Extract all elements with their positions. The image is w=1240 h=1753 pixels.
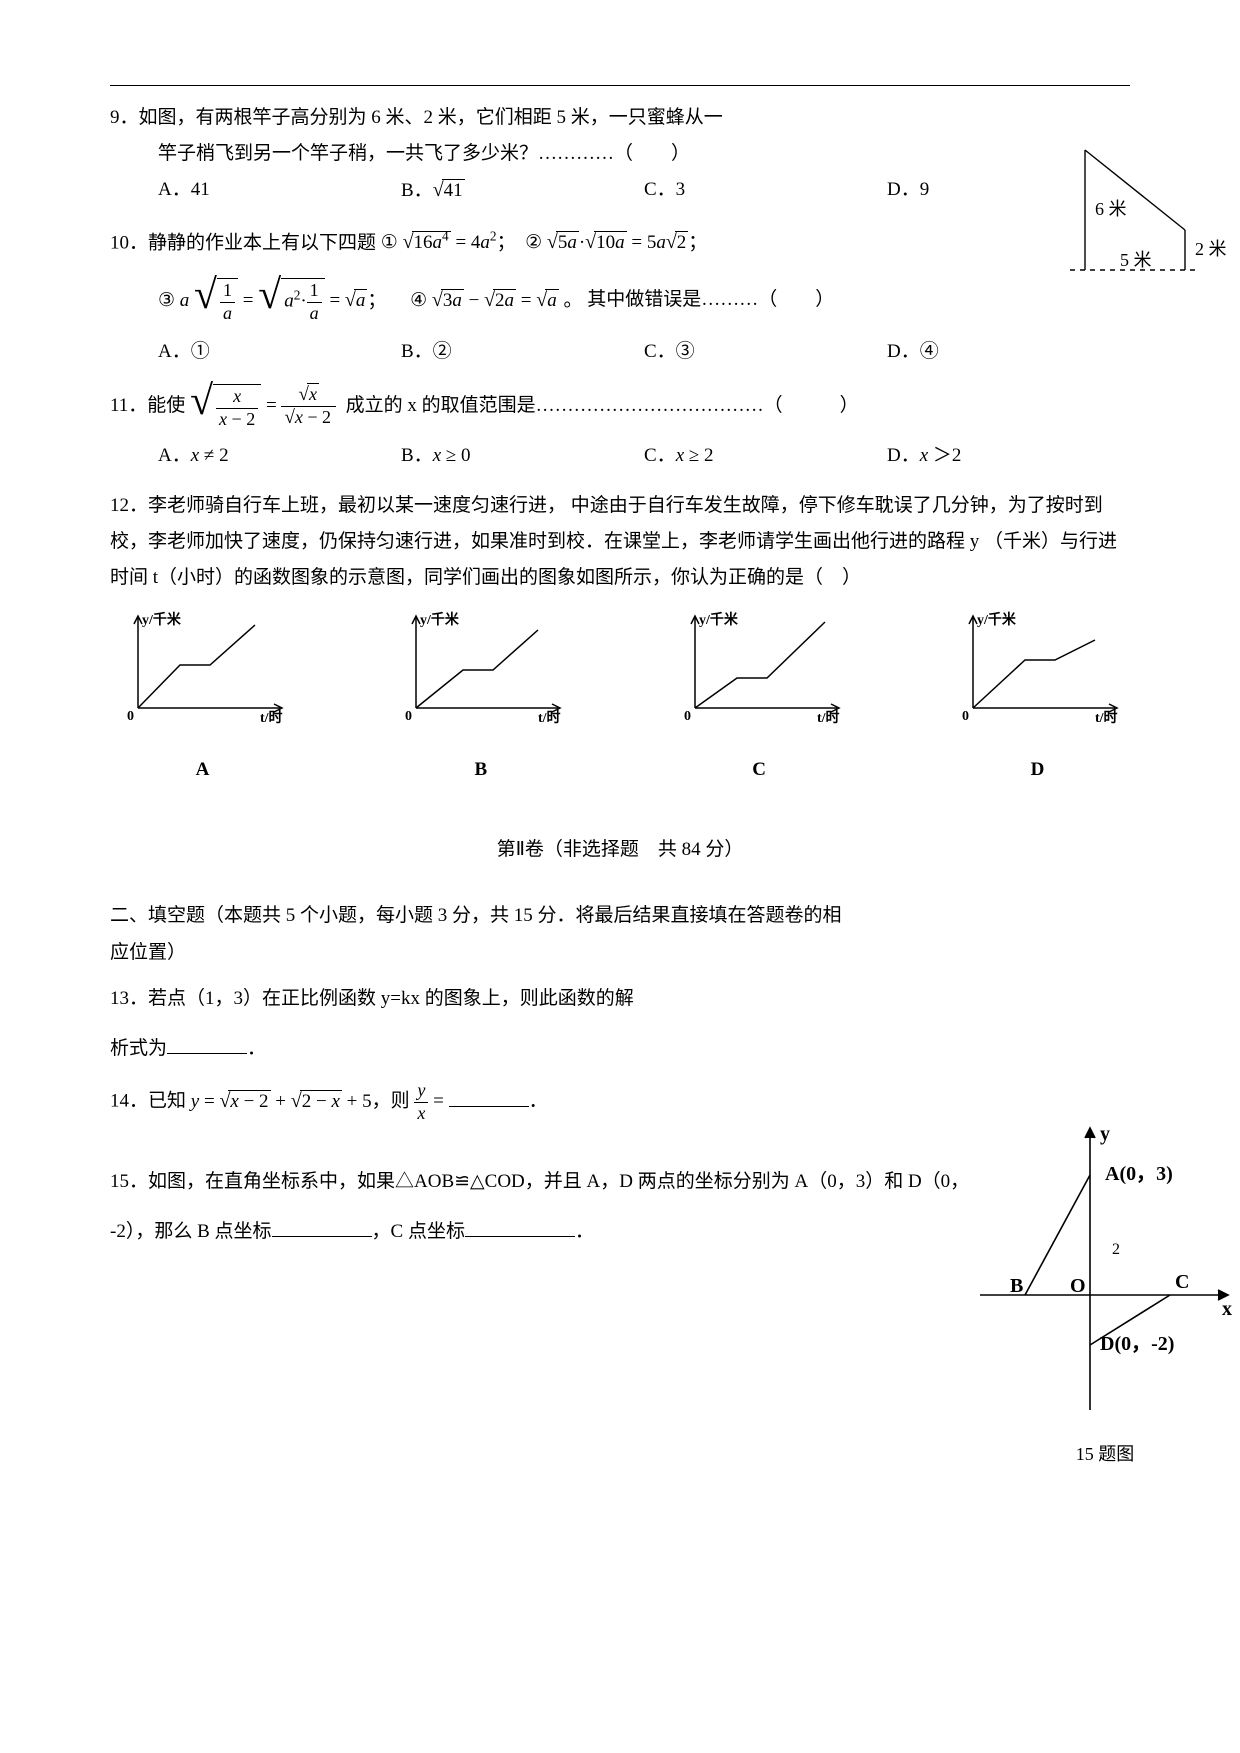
origin-label: 0 bbox=[962, 709, 969, 724]
pt-O: O bbox=[1070, 1275, 1086, 1297]
origin-label: 0 bbox=[684, 709, 691, 724]
q13-blank bbox=[167, 1035, 247, 1054]
q9-line2-wrap: 竿子梢飞到另一个竿子稍，一共飞了多少米？…………（ ） bbox=[110, 136, 1130, 172]
q15-blank-1 bbox=[272, 1218, 372, 1237]
origin-label: 0 bbox=[405, 709, 412, 724]
axis-x-label: t/时 bbox=[538, 709, 561, 726]
pt-B: B bbox=[1010, 1275, 1023, 1297]
q11-options: A．x ≠ 2 B．x ≥ 0 C．x ≥ 2 D．x ＞2 bbox=[110, 438, 1130, 474]
origin-label: 0 bbox=[127, 709, 134, 724]
axis-y-label: y/千米 bbox=[699, 611, 739, 628]
q9-number: 9． bbox=[110, 107, 139, 128]
axis-x-label: t/时 bbox=[260, 709, 283, 726]
q10-item2: ② 5a·10a = 5a2； bbox=[525, 232, 707, 253]
q10-opt-c: C．③ bbox=[644, 334, 887, 370]
q13-text-a: 若点（1，3）在正比例函数 y=kx 的图象上，则此函数的解 bbox=[148, 988, 634, 1009]
question-9: 9．如图，有两根竿子高分别为 6 米、2 米，它们相距 5 米，一只蜜蜂从一 竿… bbox=[110, 100, 1130, 210]
pt-D: D(0，-2) bbox=[1100, 1333, 1174, 1355]
q12-svg-c: y/千米 0 t/时 bbox=[667, 610, 852, 735]
q9-opt-b: B．41 bbox=[401, 172, 644, 210]
q11-lhs: √xx − 2 bbox=[190, 384, 261, 430]
q14-blank bbox=[449, 1088, 529, 1107]
q12-label-d: D bbox=[945, 752, 1130, 788]
q12-svg-b: y/千米 0 t/时 bbox=[388, 610, 573, 735]
axis-y: y bbox=[1100, 1123, 1110, 1145]
q10-opt-b: B．② bbox=[401, 334, 644, 370]
q14-frac: yx bbox=[414, 1081, 428, 1124]
q12-text: 李老师骑自行车上班，最初以某一速度匀速行进， 中途由于自行车发生故障，停下修车耽… bbox=[110, 495, 1117, 588]
q12-label-b: B bbox=[388, 752, 573, 788]
axis-x: x bbox=[1222, 1298, 1232, 1320]
q12-graph-d: y/千米 0 t/时 D bbox=[945, 610, 1130, 788]
q11-lead: 能使 bbox=[147, 395, 185, 416]
q12-graph-b: y/千米 0 t/时 B bbox=[388, 610, 573, 788]
q9-label-2: 2 米 bbox=[1195, 239, 1227, 259]
page-number: 2 bbox=[1112, 1235, 1120, 1265]
q15-caption: 15 题图 bbox=[970, 1437, 1240, 1471]
q12-number: 12． bbox=[110, 495, 148, 516]
q9-options: A．41 B．41 C．3 D．9 bbox=[110, 172, 1130, 210]
axis-y-label: y/千米 bbox=[142, 611, 182, 628]
q12-graphs: y/千米 0 t/时 A y/千米 0 t/时 B y/千米 0 bbox=[110, 610, 1130, 788]
q9-line2: 竿子梢飞到另一个竿子稍，一共飞了多少米？…………（ ） bbox=[158, 143, 690, 164]
q10-line2: ③ a √1a = √a2·1a = a； ④ 3a − 2a = a 。 其中… bbox=[110, 278, 1130, 324]
q14-mid: ，则 bbox=[372, 1091, 410, 1112]
pt-C: C bbox=[1175, 1271, 1189, 1293]
question-14: 14．已知 y = x − 2 + 2 − x + 5，则 yx = ． bbox=[110, 1081, 1130, 1124]
q9-label-6: 6 米 bbox=[1095, 199, 1127, 219]
q10-tail: 其中做错误是………（ ） bbox=[587, 290, 834, 311]
page-top-rule bbox=[110, 85, 1130, 86]
axis-y-label: y/千米 bbox=[420, 611, 460, 628]
q12-graph-a: y/千米 0 t/时 A bbox=[110, 610, 295, 788]
q14-after: = bbox=[433, 1091, 448, 1112]
axis-y-label: y/千米 bbox=[977, 611, 1017, 628]
q11-opt-a: A．x ≠ 2 bbox=[158, 438, 401, 474]
q15-blank-2 bbox=[465, 1218, 575, 1237]
section-2-heading: 二、填空题（本题共 5 个小题，每小题 3 分，共 15 分．将最后结果直接填在… bbox=[110, 898, 1130, 970]
q15-text-a: 如图，在直角坐标系中，如果△AOB≌△COD，并且 A，D 两点的坐标分别为 A… bbox=[148, 1171, 969, 1192]
q14-lead: 已知 bbox=[148, 1091, 191, 1112]
q10-number: 10． bbox=[110, 232, 148, 253]
q12-label-a: A bbox=[110, 752, 295, 788]
q10-options: A．① B．② C．③ D．④ bbox=[110, 334, 1130, 370]
q15-text-b: -2），那么 B 点坐标 bbox=[110, 1221, 272, 1242]
q11-number: 11． bbox=[110, 395, 147, 416]
q12-label-c: C bbox=[667, 752, 852, 788]
question-10: 10．静静的作业本上有以下四题 ① 16a4 = 4a2； ② 5a·10a =… bbox=[110, 224, 1130, 370]
q11-opt-c: C．x ≥ 2 bbox=[644, 438, 887, 474]
q10-item4: ④ 3a − 2a = a 。 bbox=[410, 290, 582, 311]
q12-svg-a: y/千米 0 t/时 bbox=[110, 610, 295, 735]
q13-text-c: ． bbox=[247, 1038, 266, 1059]
axis-x-label: t/时 bbox=[817, 709, 840, 726]
part-ii-title: 第Ⅱ卷（非选择题 共 84 分） bbox=[110, 832, 1130, 868]
q11-opt-d: D．x ＞2 bbox=[887, 438, 1130, 474]
q13-line2: 析式为 ． bbox=[110, 1031, 1130, 1067]
q14-expr: y = x − 2 + 2 − x + 5 bbox=[191, 1091, 372, 1112]
question-13: 13．若点（1，3）在正比例函数 y=kx 的图象上，则此函数的解 bbox=[110, 981, 1130, 1017]
q11-opt-b: B．x ≥ 0 bbox=[401, 438, 644, 474]
q10-item3: ③ a √1a = √a2·1a = a； bbox=[158, 290, 391, 311]
q15-text-d: ． bbox=[575, 1221, 594, 1242]
q10-opt-d: D．④ bbox=[887, 334, 1130, 370]
q11-rhs: xx − 2 bbox=[281, 385, 336, 430]
question-12: 12．李老师骑自行车上班，最初以某一速度匀速行进， 中途由于自行车发生故障，停下… bbox=[110, 488, 1130, 596]
q9-opt-a: A．41 bbox=[158, 172, 401, 210]
q10-opt-a: A．① bbox=[158, 334, 401, 370]
q9-line1: 如图，有两根竿子高分别为 6 米、2 米，它们相距 5 米，一只蜜蜂从一 bbox=[139, 107, 723, 128]
q10-item1: ① 16a4 = 4a2； bbox=[381, 232, 516, 253]
q11-mid: 成立的 x 的取值范围是………………………………（ ） bbox=[346, 395, 859, 416]
q15-text-c: ，C 点坐标 bbox=[372, 1221, 465, 1242]
q13-text-b: 析式为 bbox=[110, 1038, 167, 1059]
q12-svg-d: y/千米 0 t/时 bbox=[945, 610, 1130, 735]
q12-graph-c: y/千米 0 t/时 C bbox=[667, 610, 852, 788]
q14-tail: ． bbox=[529, 1091, 548, 1112]
q9-opt-c: C．3 bbox=[644, 172, 887, 210]
q10-intro: 静静的作业本上有以下四题 bbox=[148, 232, 376, 253]
q13-number: 13． bbox=[110, 988, 148, 1009]
q15-number: 15． bbox=[110, 1171, 148, 1192]
q14-number: 14． bbox=[110, 1091, 148, 1112]
question-11: 11．能使 √xx − 2 = xx − 2 成立的 x 的取值范围是……………… bbox=[110, 384, 1130, 474]
question-15: 15．如图，在直角坐标系中，如果△AOB≌△COD，并且 A，D 两点的坐标分别… bbox=[110, 1164, 1130, 1200]
axis-x-label: t/时 bbox=[1095, 709, 1118, 726]
